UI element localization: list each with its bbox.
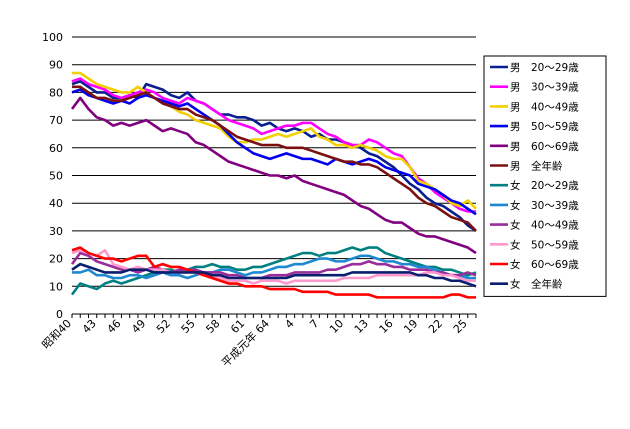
- legend-label: 女 30～39歳: [510, 199, 579, 212]
- series-line-8: [72, 254, 476, 280]
- legend-label: 男 50～59歳: [510, 121, 579, 133]
- x-tick-label: 7: [307, 317, 321, 331]
- x-tick-label: 25: [451, 317, 470, 336]
- series-line-6: [72, 85, 477, 232]
- x-tick-label: 43: [80, 317, 99, 336]
- x-tick-label: 昭和40: [39, 317, 74, 352]
- series-line-1: [71, 80, 477, 232]
- x-tick-label: 16: [377, 317, 396, 336]
- series-lines: [70, 71, 477, 299]
- x-tick-label: 58: [203, 317, 222, 336]
- series-line-4: [71, 88, 477, 216]
- legend-label: 女 50～59歳: [510, 238, 579, 251]
- legend-label: 男 20～29歳: [510, 62, 579, 74]
- legend-label: 男 60～69歳: [510, 141, 579, 153]
- legend-label: 男 30～39歳: [510, 82, 579, 94]
- y-tick-label: 90: [49, 59, 63, 72]
- series-line-7: [70, 246, 477, 296]
- x-tick-label: 52: [154, 317, 173, 336]
- legend-label: 男 40～49歳: [510, 101, 579, 113]
- legend-box: [483, 55, 607, 297]
- legend-label: 女 40～49歳: [510, 219, 579, 232]
- x-tick-label: 46: [104, 317, 123, 336]
- y-tick-label: 100: [42, 31, 63, 44]
- series-line-5: [70, 96, 477, 255]
- legend-label: 女 全年齢: [510, 278, 563, 291]
- y-tick-label: 10: [49, 280, 63, 293]
- y-tick-label: 80: [49, 86, 63, 99]
- x-tick-label: 55: [179, 317, 198, 336]
- y-tick-label: 60: [49, 142, 63, 155]
- series-line-10: [71, 248, 476, 285]
- y-tick-label: 40: [49, 197, 63, 210]
- series-line-3: [72, 71, 477, 210]
- legend-label: 女 20～29歳: [510, 179, 579, 192]
- series-line-11: [71, 246, 476, 299]
- y-tick-label: 30: [49, 225, 63, 238]
- legend-label: 女 60～69歳: [510, 258, 579, 271]
- x-tick-label: 19: [401, 317, 420, 336]
- y-tick-label: 0: [56, 308, 63, 321]
- y-axis-ticks: 0 10 20 30 40 50 60 70 80 90 100: [42, 31, 63, 321]
- series-line-9: [70, 251, 477, 280]
- x-tick-label: 4: [283, 317, 297, 331]
- y-tick-label: 50: [49, 170, 63, 183]
- x-tick-label: 49: [129, 317, 148, 336]
- series-line-12: [71, 262, 477, 288]
- legend-label: 男 全年齢: [510, 160, 563, 173]
- x-tick-label: 10: [327, 317, 346, 336]
- y-tick-label: 20: [49, 253, 63, 266]
- x-tick-label: 61: [228, 317, 247, 336]
- x-tick-label: 22: [426, 317, 445, 336]
- x-tick-label: 13: [352, 317, 371, 336]
- y-tick-label: 70: [49, 114, 63, 127]
